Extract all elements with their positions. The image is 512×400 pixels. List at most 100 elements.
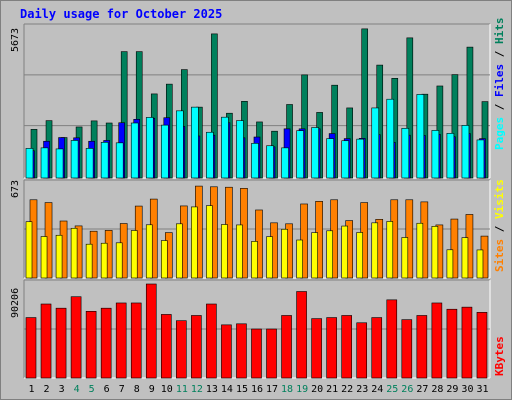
x-tick-label: 12	[191, 384, 203, 395]
bar-visits	[236, 224, 243, 279]
x-tick-label: 18	[281, 384, 293, 395]
bar-pages	[431, 130, 440, 179]
x-tick-label: 25	[386, 384, 398, 395]
bar-pages	[446, 133, 455, 179]
x-tick-label: 15	[236, 384, 248, 395]
bar-visits	[191, 206, 198, 279]
bar-kbytes	[341, 315, 352, 379]
bar-pages	[100, 142, 109, 179]
bar-kbytes	[160, 314, 172, 379]
chart-title: Daily usage for October 2025	[20, 7, 222, 21]
x-tick-label: 21	[326, 384, 338, 395]
bar-kbytes	[206, 303, 217, 379]
bar-sites	[450, 218, 459, 279]
bar-kbytes	[446, 308, 458, 379]
bar-visits	[55, 234, 63, 279]
bar-kbytes	[25, 317, 37, 379]
x-tick-label: 27	[416, 384, 428, 395]
bar-visits	[296, 239, 303, 279]
legend-item-hits: Hits	[493, 18, 506, 45]
x-tick-label: 19	[296, 384, 308, 395]
bar-kbytes	[461, 306, 473, 379]
bar-visits	[431, 226, 439, 279]
bar-visits	[176, 223, 183, 279]
bar-visits	[25, 221, 33, 279]
bar-pages	[461, 125, 470, 179]
x-tick-label: 23	[356, 384, 368, 395]
bar-pages	[266, 145, 274, 179]
legend-separator: /	[493, 219, 506, 239]
bar-pages	[341, 140, 349, 179]
bar-kbytes	[115, 302, 127, 379]
bar-kbytes	[326, 317, 337, 379]
bar-pages	[236, 120, 244, 179]
bar-pages	[55, 148, 64, 179]
bar-pages	[85, 148, 94, 179]
bar-kbytes	[85, 311, 97, 379]
x-tick-label: 30	[461, 384, 473, 395]
bar-pages	[296, 130, 304, 179]
bar-kbytes	[431, 302, 443, 379]
bar-pages	[40, 147, 49, 179]
legend-bottom: KBytes	[493, 336, 506, 376]
bar-visits	[371, 222, 379, 279]
bar-visits	[281, 228, 288, 279]
x-tick-label: 24	[371, 384, 383, 395]
bar-visits	[461, 237, 469, 279]
bar-visits	[356, 232, 364, 279]
legend-item-pages: Pages	[493, 117, 506, 150]
y-max-mid: 673	[10, 180, 21, 198]
bar-kbytes	[130, 302, 142, 379]
bar-visits	[130, 230, 138, 279]
bar-pages	[25, 148, 34, 179]
bar-pages	[176, 110, 184, 179]
x-tick-label: 4	[74, 384, 80, 395]
bar-visits	[100, 242, 108, 279]
bar-pages	[130, 122, 139, 179]
x-tick-label: 11	[176, 384, 188, 395]
legend-separator: /	[493, 44, 506, 64]
bar-kbytes	[296, 291, 307, 379]
x-tick-label: 9	[149, 384, 155, 395]
bar-kbytes	[371, 317, 383, 379]
x-tick-label: 22	[341, 384, 353, 395]
x-tick-label: 8	[134, 384, 140, 395]
y-max-bottom: 90206	[10, 288, 21, 318]
bar-pages	[476, 139, 485, 179]
bar-pages	[311, 127, 319, 179]
bar-kbytes	[281, 315, 292, 379]
bar-kbytes	[251, 328, 262, 379]
legend-item-kbytes: KBytes	[493, 336, 506, 376]
bar-kbytes	[416, 315, 428, 379]
bar-kbytes	[145, 283, 157, 379]
bar-kbytes	[401, 319, 413, 379]
legend-separator: /	[493, 97, 506, 117]
bar-kbytes	[70, 296, 82, 379]
x-tick-label: 6	[104, 384, 110, 395]
legend-mid: Sites / Visits	[493, 179, 506, 272]
bar-visits	[311, 232, 318, 279]
bar-pages	[401, 127, 410, 179]
x-tick-label: 5	[89, 384, 95, 395]
legend-item-files: Files	[493, 64, 506, 97]
x-tick-label: 26	[401, 384, 413, 395]
bar-kbytes	[221, 324, 232, 379]
bar-kbytes	[386, 299, 398, 379]
bar-pages	[115, 142, 124, 179]
bar-visits	[145, 224, 153, 279]
bar-kbytes	[100, 307, 112, 379]
bar-kbytes	[40, 303, 52, 379]
bar-visits	[446, 249, 454, 279]
bar-pages	[356, 138, 365, 179]
x-tick-label: 7	[119, 384, 125, 395]
bar-kbytes	[55, 307, 67, 379]
x-tick-label: 13	[206, 384, 218, 395]
bar-pages	[145, 117, 154, 179]
bar-pages	[70, 140, 79, 179]
bar-kbytes	[191, 315, 202, 379]
bar-kbytes	[176, 320, 187, 379]
bar-pages	[160, 124, 169, 179]
bar-visits	[251, 241, 258, 279]
x-tick-label: 16	[251, 384, 263, 395]
y-max-top: 5673	[10, 28, 21, 52]
